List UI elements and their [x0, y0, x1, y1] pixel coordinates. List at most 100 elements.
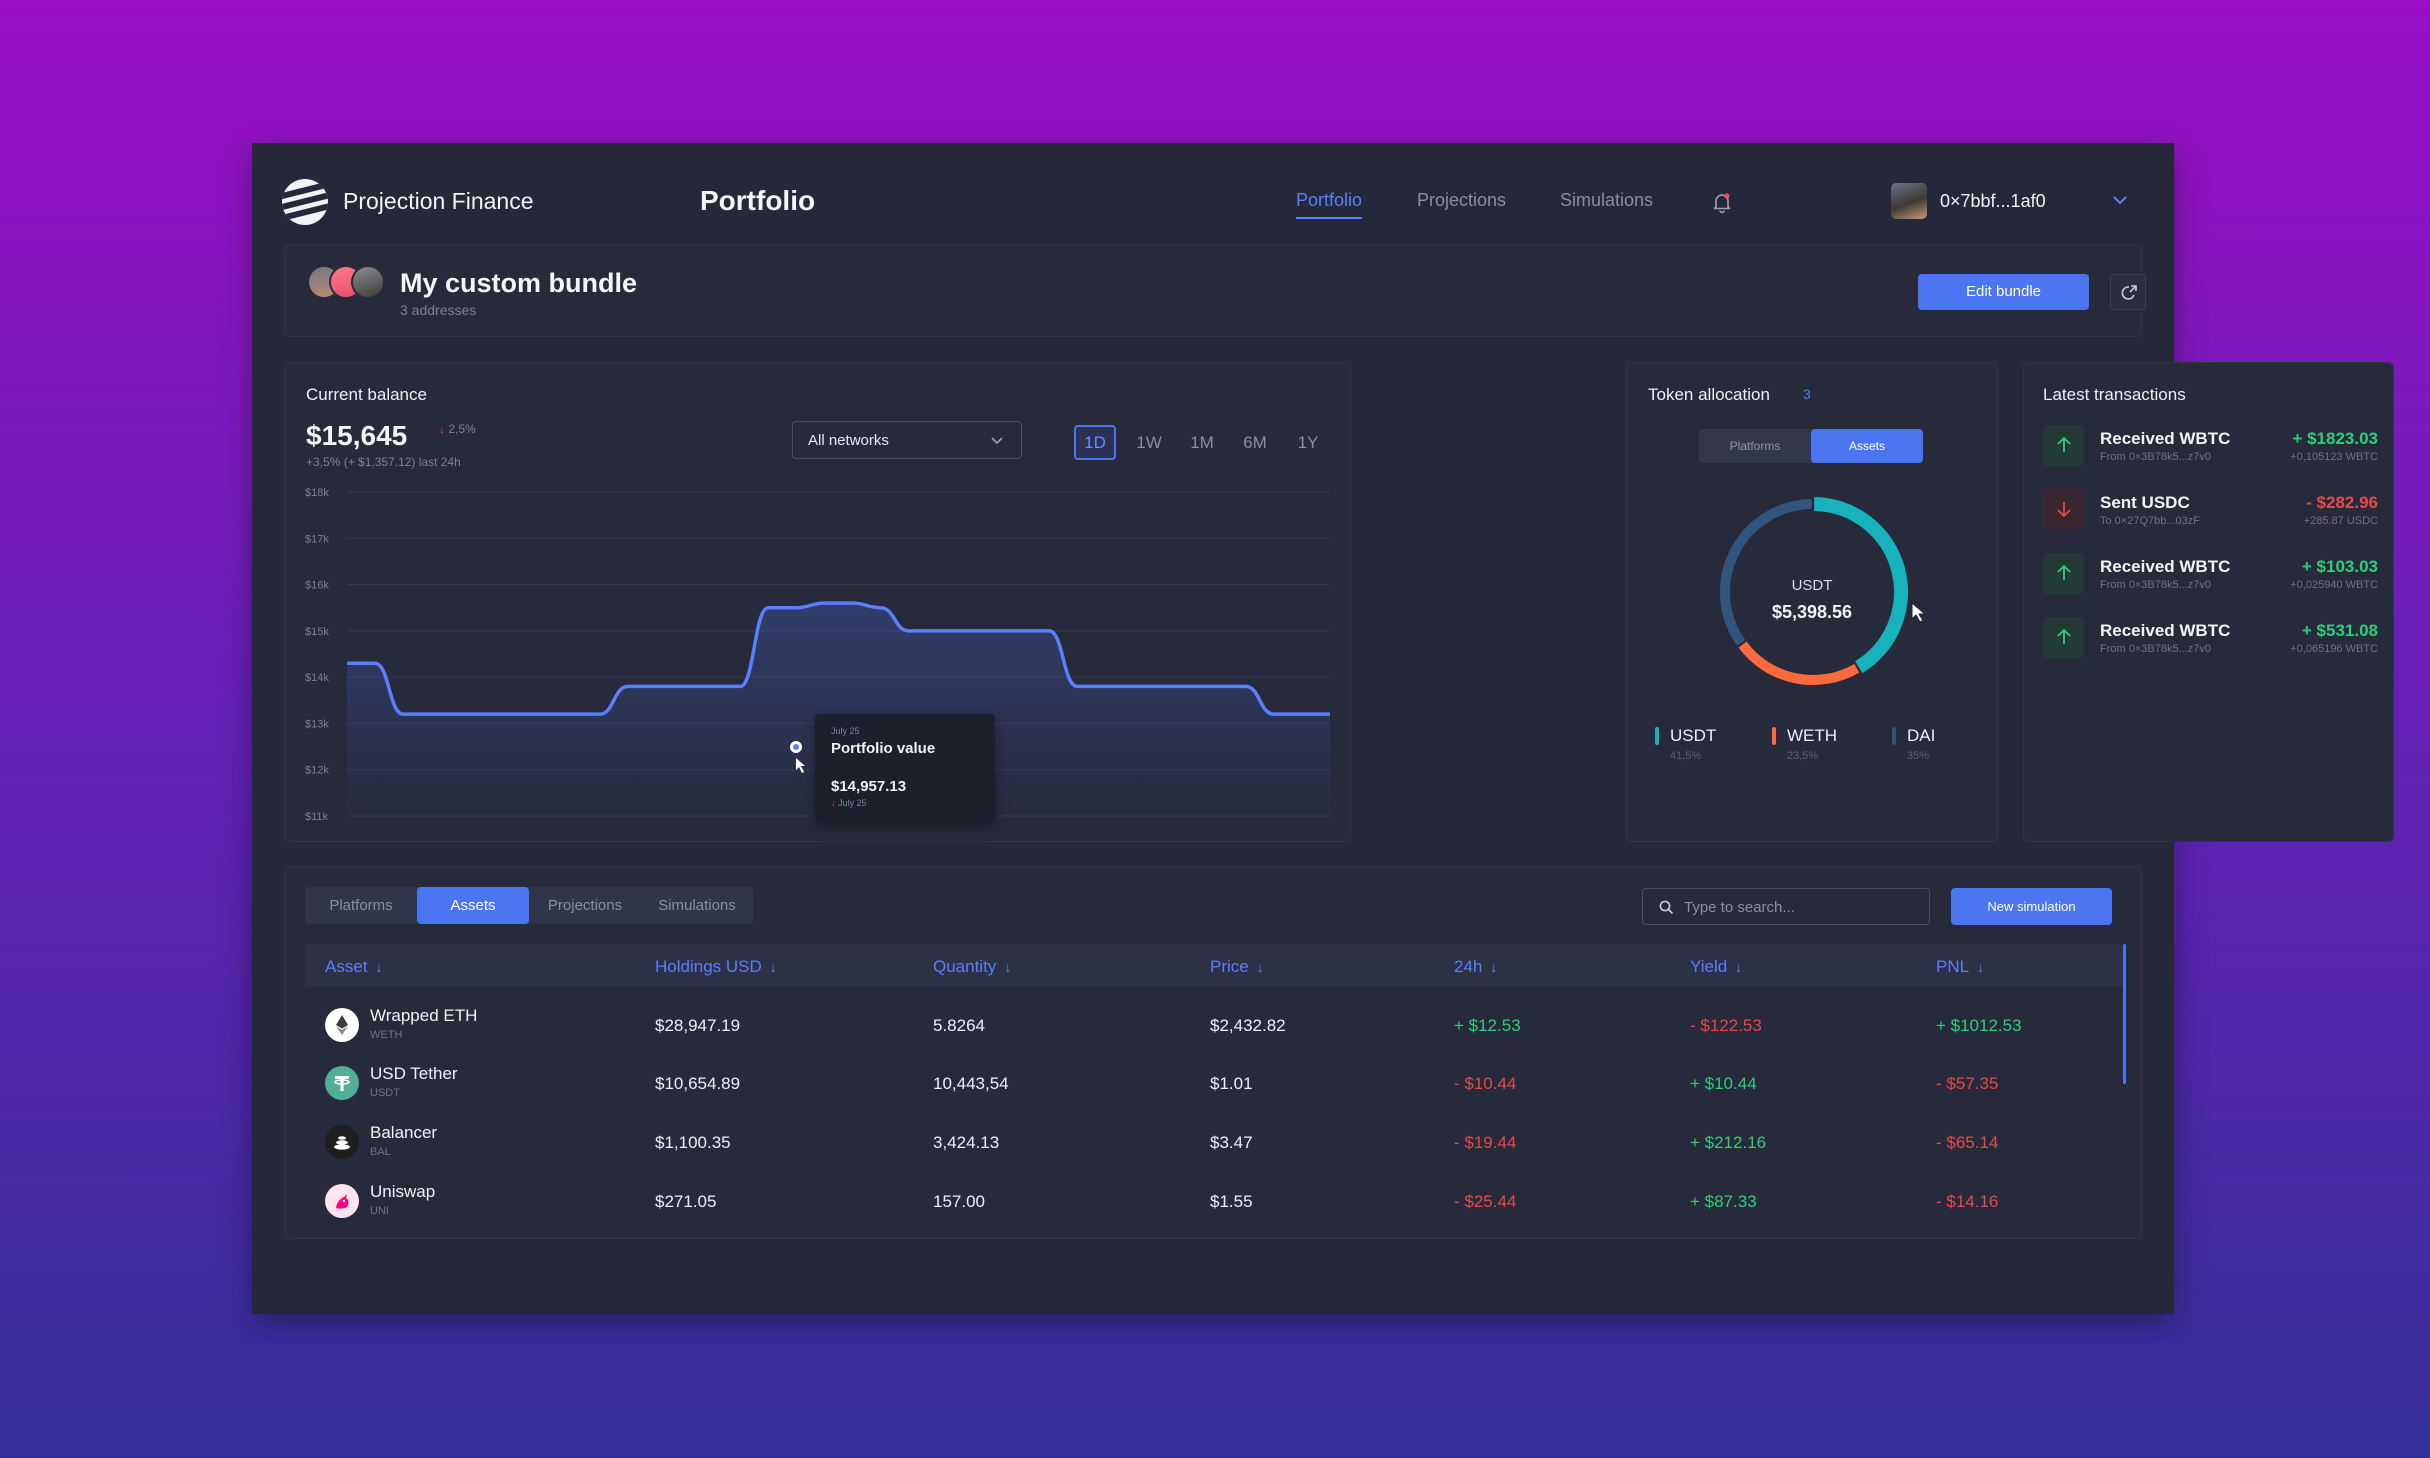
token-count-badge: 3 [1803, 386, 1811, 402]
network-select[interactable]: All networks [792, 421, 1022, 459]
nav-simulations[interactable]: Simulations [1560, 190, 1654, 210]
transaction-row[interactable]: Received WBTC From 0×3B78k5...z7v0 + $10… [2043, 553, 2378, 597]
tab-projections[interactable]: Projections [547, 897, 623, 914]
chart-data-point[interactable] [1047, 629, 1051, 633]
range-1y[interactable]: 1Y [1297, 433, 1319, 452]
chart-data-point[interactable] [907, 629, 911, 633]
chart-data-point[interactable] [626, 684, 630, 688]
bundle-title: My custom bundle [400, 268, 638, 298]
table-row[interactable]: USD Tether USDT $10,654.89 10,443,54 $1.… [305, 1054, 2123, 1112]
chart-data-point[interactable] [514, 712, 518, 716]
chart-data-point[interactable] [457, 712, 461, 716]
chart-data-point[interactable] [401, 712, 405, 716]
chart-data-point[interactable] [1244, 684, 1248, 688]
chart-data-point[interactable] [822, 601, 826, 605]
range-1m[interactable]: 1M [1190, 433, 1214, 452]
table-row[interactable]: Balancer BAL $1,100.35 3,424.13 $3.47 - … [305, 1113, 2123, 1171]
search-input[interactable] [1684, 897, 1914, 917]
chart-data-point[interactable] [710, 684, 714, 688]
tab-assets[interactable]: Assets [417, 887, 529, 924]
column-header-yield[interactable]: Yield ↓ [1690, 957, 1742, 977]
chart-data-point[interactable] [598, 712, 602, 716]
table-row[interactable]: Uniswap UNI $271.05 157.00 $1.55 - $25.4… [305, 1172, 2123, 1230]
transaction-row[interactable]: Received WBTC From 0×3B78k5...z7v0 + $53… [2043, 617, 2378, 661]
balance-panel: Current balance $15,645 ↓ 2,5% +3,5% (+ … [284, 362, 1351, 842]
table-scrollbar[interactable] [2123, 944, 2126, 1084]
donut-slice-usdt[interactable] [1813, 497, 1908, 674]
range-1d[interactable]: 1D [1074, 425, 1116, 460]
chart-data-point[interactable] [570, 712, 574, 716]
brand-name[interactable]: Projection Finance [343, 188, 534, 214]
nav-projections[interactable]: Projections [1417, 190, 1507, 210]
cell-pnl: - $57.35 [1936, 1074, 1999, 1093]
brand-logo-icon[interactable] [282, 179, 328, 225]
chart-data-point[interactable] [1103, 684, 1107, 688]
column-header-holdings[interactable]: Holdings USD ↓ [655, 957, 777, 977]
chart-data-point[interactable] [851, 601, 855, 605]
chart-data-point[interactable] [1300, 712, 1304, 716]
chart-data-point[interactable] [1272, 712, 1276, 716]
chart-data-point[interactable] [935, 629, 939, 633]
chart-data-point[interactable] [682, 684, 686, 688]
toggle-assets[interactable]: Assets [1811, 429, 1923, 463]
balance-title: Current balance [306, 385, 427, 404]
chart-data-point[interactable] [766, 606, 770, 610]
transaction-direction-badge [2043, 425, 2084, 466]
user-avatar[interactable] [1891, 183, 1927, 219]
chart-data-point[interactable] [542, 712, 546, 716]
chart-data-point[interactable] [1131, 684, 1135, 688]
notification-bell-icon[interactable] [1710, 190, 1734, 214]
chart-tooltip: July 25 Portfolio value $14,957.13 ↓ Jul… [815, 714, 995, 822]
range-6m[interactable]: 6M [1243, 433, 1267, 452]
nav-portfolio[interactable]: Portfolio [1296, 190, 1363, 219]
column-header-price[interactable]: Price ↓ [1210, 957, 1264, 977]
range-1w[interactable]: 1W [1136, 433, 1162, 452]
transaction-quantity: +285.87 USDC [2303, 515, 2378, 527]
chart-data-point[interactable] [1328, 712, 1332, 716]
portfolio-line-chart[interactable]: $18k $17k $16k $15k $14k $13k $12k $11k [285, 363, 1352, 843]
cell-quantity: 10,443,54 [933, 1074, 1009, 1093]
column-header-asset[interactable]: Asset ↓ [325, 957, 383, 977]
wallet-address[interactable]: 0×7bbf...1af0 [1940, 191, 2046, 211]
column-header-24h[interactable]: 24h ↓ [1454, 957, 1497, 977]
column-header-pnl[interactable]: PNL ↓ [1936, 957, 1984, 977]
tab-platforms[interactable]: Platforms [329, 897, 393, 914]
chart-data-point[interactable] [654, 684, 658, 688]
chart-data-point[interactable] [429, 712, 433, 716]
tooltip-title: Portfolio value [831, 740, 936, 757]
sort-arrow-icon: ↓ [1735, 959, 1743, 975]
chart-data-point[interactable] [991, 629, 995, 633]
cell-holdings: $1,100.35 [655, 1133, 731, 1152]
chart-data-point[interactable] [794, 606, 798, 610]
table-row[interactable]: Wrapped ETH WETH $28,947.19 5.8264 $2,43… [305, 996, 2123, 1054]
chart-data-point[interactable] [1019, 629, 1023, 633]
legend-percent: 35% [1907, 750, 1930, 762]
chart-data-point[interactable] [1159, 684, 1163, 688]
donut-slice-dai[interactable] [1720, 499, 1812, 646]
transaction-direction-badge [2043, 553, 2084, 594]
chart-data-point[interactable] [1188, 684, 1192, 688]
transaction-title: Received WBTC [2100, 557, 2231, 576]
share-button[interactable] [2110, 274, 2146, 310]
edit-bundle-button[interactable]: Edit bundle [1918, 274, 2089, 310]
network-select-value: All networks [808, 432, 889, 449]
donut-slice-weth[interactable] [1738, 641, 1860, 685]
toggle-platforms[interactable]: Platforms [1729, 439, 1781, 453]
tab-simulations[interactable]: Simulations [658, 897, 736, 914]
chart-data-point[interactable] [345, 661, 349, 665]
chart-data-point[interactable] [373, 661, 377, 665]
token-donut-chart[interactable] [1627, 363, 1999, 843]
chevron-down-icon[interactable] [2112, 194, 2128, 206]
chart-data-point[interactable] [738, 684, 742, 688]
transaction-row[interactable]: Sent USDC To 0×27Q7bb...03zF - $282.96 +… [2043, 489, 2378, 533]
chart-data-point[interactable] [963, 629, 967, 633]
new-simulation-button[interactable]: New simulation [1951, 888, 2112, 925]
transaction-row[interactable]: Received WBTC From 0×3B78k5...z7v0 + $18… [2043, 425, 2378, 469]
chart-data-point[interactable] [1075, 684, 1079, 688]
column-header-quantity[interactable]: Quantity ↓ [933, 957, 1011, 977]
chart-data-point[interactable] [485, 712, 489, 716]
chart-data-point[interactable] [879, 606, 883, 610]
chart-data-point[interactable] [1216, 684, 1220, 688]
transactions-title: Latest transactions [2043, 385, 2186, 404]
y-tick-label: $13k [305, 718, 329, 730]
